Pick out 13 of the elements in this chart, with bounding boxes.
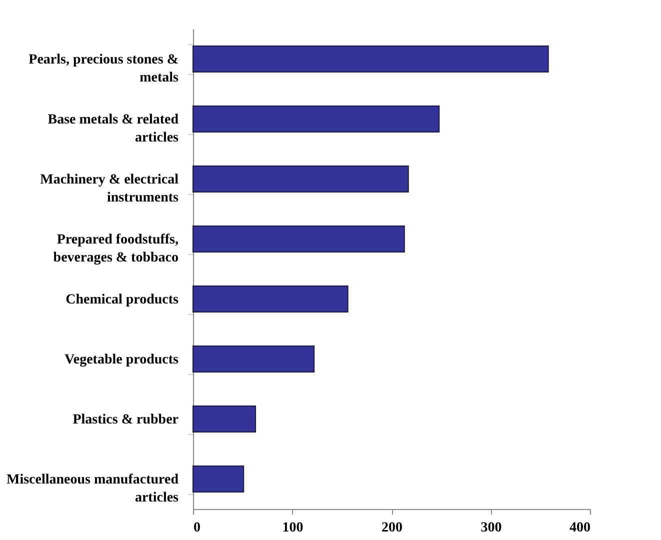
y-tick-label: Prepared foodstuffs, beverages & tobbaco <box>53 232 178 266</box>
y-tick-label: Base metals & related articles <box>48 112 180 146</box>
x-tick-label: 400 <box>570 520 590 536</box>
y-tick-label: Machinery & electrical instruments <box>40 172 180 206</box>
y-tick-label: Pearls, precious stones & metals <box>28 52 180 86</box>
y-tick-label: Miscellaneous manufactured articles <box>6 472 180 506</box>
x-tick-label: 0 <box>194 520 200 536</box>
y-tick-label: Chemical products <box>66 292 180 308</box>
x-tick-label: 300 <box>480 520 502 536</box>
y-tick-label: Plastics & rubber <box>72 412 178 428</box>
x-tick-label: 200 <box>382 520 402 536</box>
x-tick-label: 100 <box>282 520 304 536</box>
y-tick-label: Vegetable products <box>64 352 180 368</box>
